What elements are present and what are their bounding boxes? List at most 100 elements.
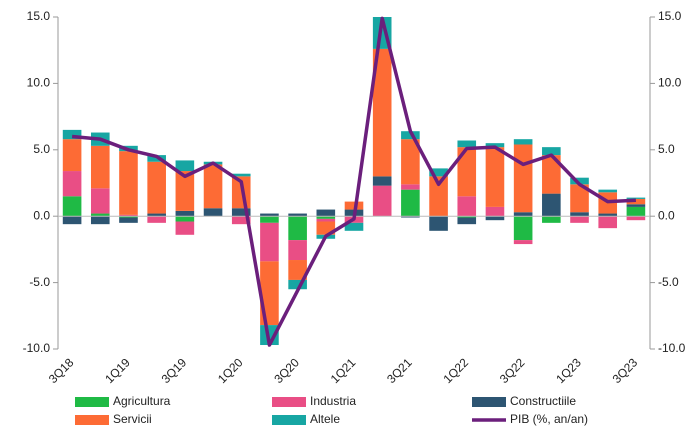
y-tick-label: -10.0	[23, 341, 51, 355]
bar-segment	[147, 213, 166, 217]
bar-segment	[203, 208, 223, 217]
x-tick-label: 1Q19	[102, 355, 133, 386]
bar-segment	[513, 144, 533, 213]
bar-segment	[175, 221, 195, 235]
bar-segment	[175, 210, 195, 217]
bar-segment	[344, 222, 364, 231]
bar-segment	[288, 240, 307, 261]
bar-segment	[260, 216, 279, 223]
bar-segment	[513, 139, 533, 145]
bar-segment	[260, 213, 279, 217]
bar-segment	[90, 216, 110, 225]
bar-segment	[626, 206, 646, 217]
y2-tick-label: 15.0	[658, 9, 682, 23]
line	[71, 16, 636, 347]
bar-segment	[542, 147, 561, 156]
bar-segment	[231, 173, 251, 177]
x-tick-label: 3Q20	[271, 355, 302, 386]
bar-segment	[231, 216, 251, 225]
bar-segment	[119, 214, 138, 217]
y2-tick-label: -10.0	[658, 341, 686, 355]
bar-segment	[570, 177, 589, 185]
bar-segment	[429, 168, 448, 177]
bar-segment	[570, 212, 589, 217]
x-tick-label: 1Q22	[440, 355, 471, 386]
y2-tick-label: 5.0	[658, 142, 675, 156]
x-tick-label: 3Q18	[46, 355, 77, 386]
bar-segment	[147, 161, 166, 214]
bar-segment	[401, 216, 420, 218]
bar-segment	[288, 279, 307, 290]
bar-segment	[62, 216, 82, 225]
bar-segment	[62, 171, 82, 197]
bar-segment	[542, 155, 561, 194]
bar-segment	[626, 197, 646, 199]
bar-segment	[513, 216, 533, 241]
y-tick-label: 10.0	[27, 76, 51, 90]
y-tick-label: 0.0	[33, 208, 50, 222]
x-tick-label: 1Q20	[215, 355, 246, 386]
bar-segment	[372, 48, 392, 177]
bar-segment	[457, 140, 477, 148]
bar-segment	[513, 240, 533, 245]
bar-segment	[316, 216, 336, 219]
bar-segment	[119, 216, 138, 218]
legend-swatch	[472, 397, 506, 407]
bar-segment	[119, 217, 138, 223]
bar-segment	[316, 209, 336, 217]
bar-segment	[626, 216, 646, 221]
legend-label: PIB (%, an/an)	[510, 412, 588, 426]
bar-segment	[570, 216, 589, 223]
bar-segment	[457, 216, 477, 218]
bar-segment	[570, 184, 589, 213]
y2-tick-label: -5.0	[658, 275, 679, 289]
bar-segment	[542, 216, 561, 223]
bar-segment	[147, 216, 166, 223]
legend-swatch	[272, 397, 306, 407]
x-tick-label: 1Q23	[553, 355, 584, 386]
bar-segment	[288, 216, 307, 241]
bar-segment	[203, 164, 223, 209]
bar-segment	[90, 213, 110, 217]
bar-segment	[175, 160, 195, 172]
bar-segment	[513, 212, 533, 217]
bar-segment	[401, 189, 420, 217]
legend-swatch	[75, 397, 109, 407]
legend-label: Industria	[310, 394, 356, 408]
bar-segment	[457, 217, 477, 225]
bar-segment	[401, 139, 420, 185]
x-tick-label: 3Q21	[384, 355, 415, 386]
bar-segment	[344, 201, 364, 210]
y2-tick-label: 10.0	[658, 76, 682, 90]
bar-segment	[401, 184, 420, 190]
bar-segment	[90, 188, 110, 214]
y-tick-label: 5.0	[33, 142, 50, 156]
bar-segment	[598, 216, 618, 229]
bar-segment	[372, 185, 392, 217]
bar-segment	[626, 204, 646, 207]
x-tick-label: 3Q22	[497, 355, 528, 386]
legend-label: Agricultura	[113, 394, 171, 408]
x-tick-label: 3Q19	[159, 355, 190, 386]
bar-segment	[457, 196, 477, 217]
bar-segment	[429, 216, 448, 231]
bar-segment	[90, 145, 110, 189]
bar-segment	[372, 176, 392, 186]
bar-segment	[485, 143, 505, 148]
bar-segment	[316, 218, 336, 222]
x-tick-label: 1Q21	[328, 355, 359, 386]
bar-segment	[62, 129, 82, 140]
bar-segment	[401, 131, 420, 140]
bar-segment	[542, 193, 561, 217]
y2-tick-label: 0.0	[658, 208, 675, 222]
bar-segment	[485, 206, 505, 217]
bar-segment	[260, 222, 279, 262]
bar-segment	[598, 213, 618, 217]
bar-segment	[175, 216, 195, 222]
bar-segment	[485, 216, 505, 221]
bar-segment	[598, 189, 618, 193]
bar-segment	[62, 196, 82, 217]
bar-segment	[119, 151, 138, 215]
legend-swatch	[272, 415, 306, 425]
